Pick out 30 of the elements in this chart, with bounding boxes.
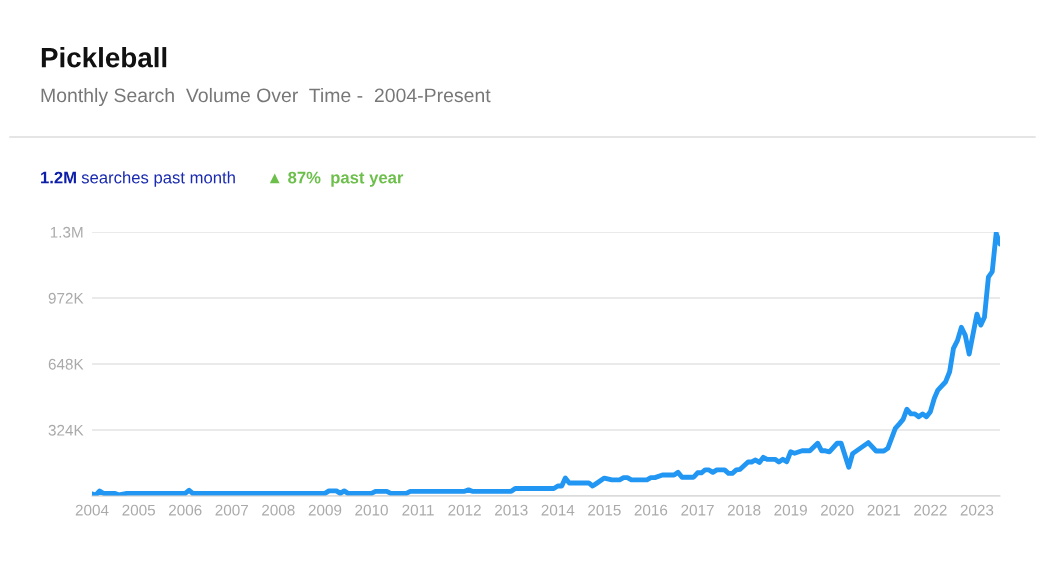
x-tick-label: 2014 — [541, 504, 575, 516]
y-tick-label: 648K — [48, 358, 84, 370]
x-tick-label: 2004 — [75, 504, 109, 516]
chart-title: Pickleball — [41, 47, 167, 68]
x-tick-label: 2012 — [448, 504, 481, 516]
x-tick-label: 2005 — [122, 504, 156, 516]
line-series — [92, 232, 1000, 496]
x-tick-label: 2009 — [308, 504, 342, 516]
x-tick-label: 2019 — [774, 504, 807, 516]
x-tick-label: 2017 — [681, 504, 714, 516]
x-tick-label: 2023 — [960, 504, 994, 516]
x-tick-label: 2022 — [914, 504, 947, 516]
text: ▲ 87% past year — [269, 171, 404, 187]
x-tick-label: 2018 — [727, 504, 761, 516]
text: searches past month — [81, 171, 235, 187]
x-tick-label: 2021 — [867, 504, 901, 516]
x-tick-label: 2013 — [495, 504, 528, 516]
x-tick-label: 2006 — [168, 504, 202, 516]
x-tick-label: 2008 — [262, 504, 295, 516]
x-tick-label: 2010 — [355, 504, 388, 516]
y-tick-label: 324K — [48, 424, 84, 436]
x-tick-label: 2007 — [215, 504, 248, 516]
x-tick-label: 2016 — [634, 504, 668, 516]
chart-subtitle: Monthly Search Volume Over Time - 2004-Present — [41, 87, 491, 107]
y-tick-label: 972K — [48, 292, 84, 304]
text: 1.2M — [41, 171, 76, 184]
y-tick-label: 1.3M — [50, 226, 83, 238]
x-tick-label: 2015 — [588, 504, 621, 516]
x-tick-label: 2020 — [820, 504, 854, 516]
x-tick-label: 2011 — [402, 504, 434, 516]
